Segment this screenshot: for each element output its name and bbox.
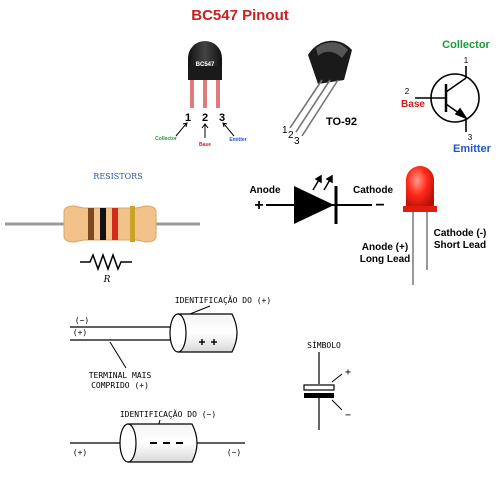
capacitor-ident-plus: IDENTIFICAÇÃO DO (+) xyxy=(175,295,271,305)
led-anode-line1: Anode (+) xyxy=(362,242,408,253)
diode-light-arrows xyxy=(312,174,333,191)
symbol-emitter-label: Emitter xyxy=(453,143,492,155)
ident-plus-pointer xyxy=(189,305,211,315)
pin-label-emitter: Emitter xyxy=(229,137,246,143)
resistor-heading: RESISTORS xyxy=(93,172,142,181)
pin-number-2: 2 xyxy=(202,112,208,124)
terminal-line2: COMPRIDO (+) xyxy=(91,381,149,390)
to92-package xyxy=(289,40,352,137)
resistor-band-4 xyxy=(130,206,135,242)
pin-number-3: 3 xyxy=(219,112,225,124)
pin-number-1: 1 xyxy=(185,112,191,124)
axial-minus-label: (−) xyxy=(227,448,241,457)
to92-pin-2: 2 xyxy=(288,130,294,141)
pin-arrows xyxy=(175,122,235,138)
radial-capacitor-section: IDENTIFICAÇÃO DO (+) (−) (+) TERMINAL MA… xyxy=(70,295,271,390)
npn-transistor-symbol xyxy=(415,66,480,132)
symbol-negative-plate xyxy=(304,393,334,398)
to92-label: TO-92 xyxy=(326,116,357,128)
axial-plus-label: (+) xyxy=(73,448,87,457)
axial-capacitor-end xyxy=(119,423,137,463)
resistor-band-2 xyxy=(100,208,106,240)
lead-3 xyxy=(216,80,220,108)
lead-1 xyxy=(190,80,194,108)
diode-anode-label: Anode xyxy=(249,185,281,196)
diode-plus-sign: + xyxy=(254,197,263,214)
symbol-pin-2: 2 xyxy=(405,87,410,96)
bc547-section: BC547 Pinout BC547 1 2 3 Collector Base … xyxy=(155,7,492,155)
led-anode-line2: Long Lead xyxy=(360,254,411,265)
radial-plus-markings xyxy=(199,339,217,345)
led-cathode-line1: Cathode (-) xyxy=(434,228,487,239)
radial-plus-lead-label: (+) xyxy=(73,328,87,337)
symbol-title: SÍMBOLO xyxy=(307,339,341,350)
to92-pin-3: 3 xyxy=(294,136,300,147)
capacitor-symbol-section: SÍMBOLO + − xyxy=(303,339,351,430)
terminal-line1: TERMINAL MAIS xyxy=(89,371,152,380)
symbol-minus-pointer xyxy=(331,399,343,411)
led-cathode-line2: Short Lead xyxy=(434,240,486,251)
diode-triangle xyxy=(294,186,334,224)
symbol-base-label: Base xyxy=(401,99,425,110)
led-dome xyxy=(406,166,434,208)
symbol-pin-1: 1 xyxy=(464,56,469,65)
symbol-pin-3: 3 xyxy=(468,133,473,142)
resistor-symbol-label: R xyxy=(103,275,111,285)
resistor-band-3 xyxy=(112,208,118,240)
resistor-body xyxy=(63,205,157,243)
diode-section: Anode Cathode + − xyxy=(249,174,393,224)
resistor-schematic-symbol xyxy=(80,252,132,272)
radial-minus-lead-label: (−) xyxy=(75,316,89,325)
radial-capacitor-end xyxy=(169,313,187,353)
diode-cathode-label: Cathode xyxy=(353,185,393,196)
led-section: Anode (+) Long Lead Cathode (-) Short Le… xyxy=(360,166,487,285)
diode-minus-sign: − xyxy=(375,197,384,214)
symbol-minus-sign: − xyxy=(345,410,351,421)
bc547-chip: BC547 xyxy=(188,41,222,108)
terminal-pointer xyxy=(109,341,127,369)
chip-marking: BC547 xyxy=(196,62,215,68)
capacitor-ident-minus: IDENTIFICAÇÃO DO (−) xyxy=(120,409,216,419)
lead-2 xyxy=(203,80,207,108)
symbol-plus-pointer xyxy=(331,373,343,383)
led-rim xyxy=(403,206,437,212)
resistor-section: RESISTORS R xyxy=(5,172,200,285)
to92-pin-1: 1 xyxy=(282,125,288,136)
symbol-plus-sign: + xyxy=(345,367,351,378)
axial-capacitor-section: IDENTIFICAÇÃO DO (−) (+) (−) xyxy=(70,409,245,463)
symbol-collector-label: Collector xyxy=(442,39,490,51)
symbol-positive-plate xyxy=(303,384,335,391)
pin-label-base: Base xyxy=(199,142,211,148)
pin-label-collector: Collector xyxy=(155,136,177,142)
resistor-band-1 xyxy=(88,208,94,240)
bc547-title: BC547 Pinout xyxy=(191,7,289,24)
